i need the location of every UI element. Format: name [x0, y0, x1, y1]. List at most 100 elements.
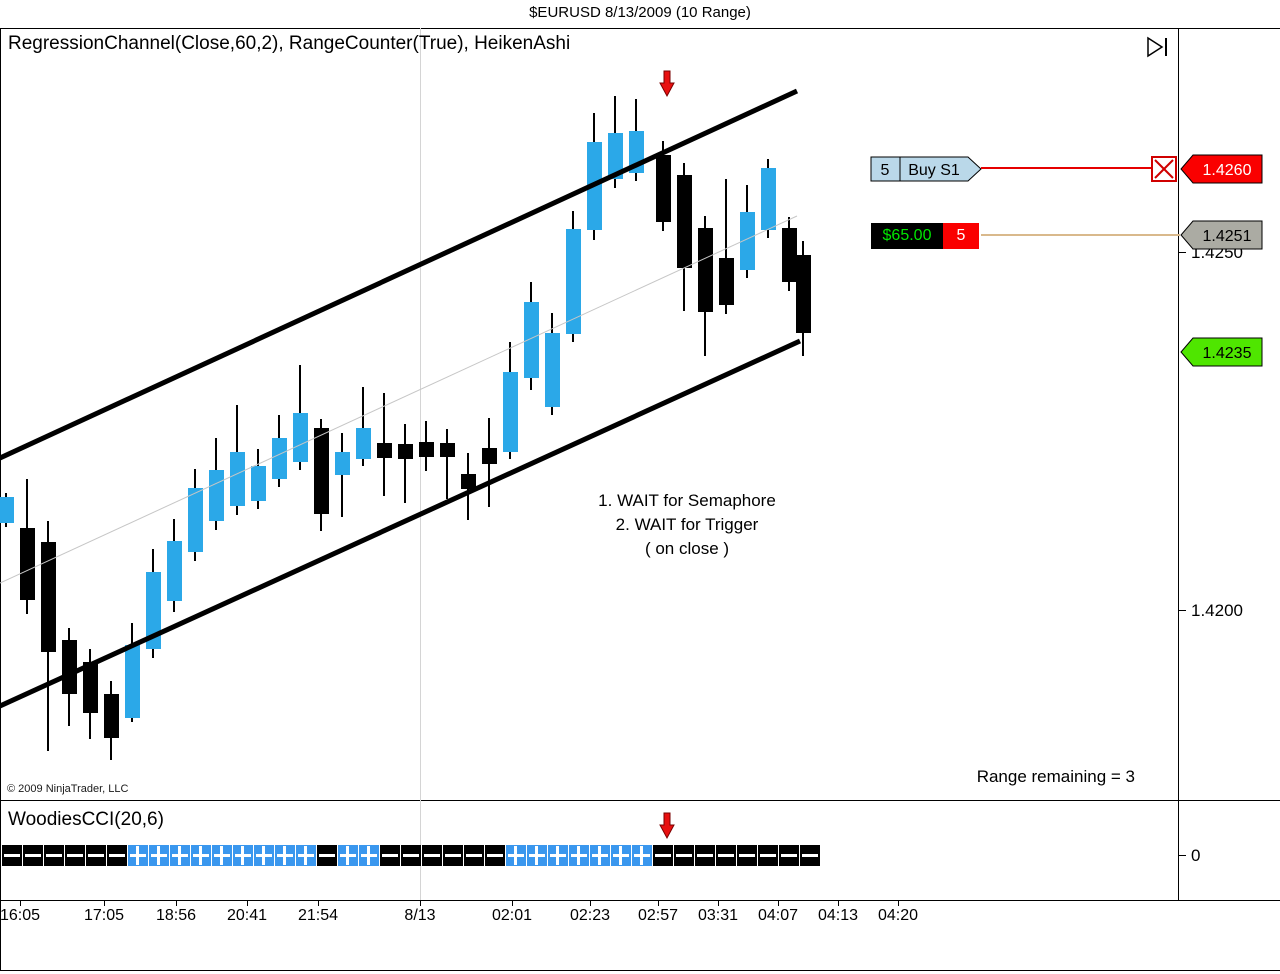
candle-body — [209, 470, 224, 521]
candle-body — [83, 662, 98, 713]
cci-square — [275, 845, 295, 866]
time-label: 02:01 — [491, 907, 533, 924]
cci-square-dash — [718, 854, 734, 857]
time-label: 04:20 — [877, 907, 919, 924]
time-axis-tick — [104, 900, 105, 906]
cci-square — [401, 845, 421, 866]
candle-body — [167, 541, 182, 601]
down-arrow-marker — [659, 70, 675, 98]
cci-square — [233, 845, 253, 866]
price-label: 1.4200 — [1191, 601, 1243, 620]
time-axis-tick — [778, 900, 779, 906]
candle-body — [440, 443, 455, 457]
time-label: 03:31 — [697, 907, 739, 924]
candle-body — [0, 497, 14, 523]
cci-square-dash — [25, 854, 41, 857]
candle-wick — [341, 433, 343, 517]
cci-square-dash — [739, 854, 755, 857]
position-price: 1.4251 — [1203, 228, 1252, 245]
cci-square-dash — [697, 854, 713, 857]
cci-square-dash — [67, 854, 83, 857]
cci-square-cross — [619, 846, 622, 865]
candle-body — [482, 448, 497, 464]
cci-indicator-label: WoodiesCCI(20,6) — [8, 809, 164, 830]
cci-square-dash — [424, 854, 440, 857]
cci-square — [359, 845, 379, 866]
cci-square — [527, 845, 547, 866]
buy-order-price-tag: 1.4260 — [1180, 154, 1263, 184]
candle-body — [587, 142, 602, 230]
cci-square-cross — [556, 846, 559, 865]
cci-square-dash — [445, 854, 461, 857]
cci-square — [485, 845, 505, 866]
time-label: 18:56 — [155, 907, 197, 924]
time-axis-tick — [247, 900, 248, 906]
cci-square — [2, 845, 22, 866]
candle-body — [335, 452, 350, 475]
time-label: 20:41 — [226, 907, 268, 924]
cci-square — [632, 845, 652, 866]
candle-body — [125, 645, 140, 718]
cci-square — [44, 845, 64, 866]
cci-square — [695, 845, 715, 866]
panel-separator — [0, 800, 1280, 801]
candle-body — [656, 155, 671, 222]
cci-square — [254, 845, 274, 866]
buy-order-tag[interactable]: 5 Buy S1 — [870, 156, 984, 182]
position-quantity: 5 — [943, 223, 979, 249]
cci-square — [107, 845, 127, 866]
buy-order-price: 1.4260 — [1203, 162, 1252, 179]
cci-zero-label: 0 — [1191, 846, 1201, 865]
time-label: 8/13 — [404, 907, 436, 924]
cci-square — [653, 845, 673, 866]
candle-body — [503, 372, 518, 452]
time-axis-tick — [318, 900, 319, 906]
candle-body — [677, 175, 692, 268]
candle-body — [698, 228, 713, 312]
cancel-order-button[interactable] — [1150, 155, 1178, 183]
candle-body — [230, 452, 245, 506]
trade-note-line2: 2. WAIT for Trigger — [615, 515, 759, 534]
cci-square-cross — [346, 846, 349, 865]
cci-square — [548, 845, 568, 866]
cci-square-cross — [577, 846, 580, 865]
time-axis-divider — [0, 900, 1280, 901]
chart-title: $EURUSD 8/13/2009 (10 Range) — [529, 4, 751, 21]
cci-square — [380, 845, 400, 866]
time-label: 02:57 — [637, 907, 679, 924]
candle-body — [251, 466, 266, 501]
candle-body — [62, 640, 77, 694]
position-tag[interactable]: $65.00 5 — [871, 223, 979, 249]
candle-body — [782, 228, 797, 282]
cci-square — [737, 845, 757, 866]
cci-square-cross — [262, 846, 265, 865]
cci-square-dash — [109, 854, 125, 857]
cci-square — [758, 845, 778, 866]
range-remaining-text: Range remaining = 3 — [976, 767, 1135, 786]
cci-square — [779, 845, 799, 866]
cci-square — [569, 845, 589, 866]
candle-wick — [404, 424, 406, 503]
time-label: 04:13 — [817, 907, 859, 924]
cci-square-dash — [319, 854, 335, 857]
cci-square — [23, 845, 43, 866]
buy-order-label: Buy S1 — [908, 162, 960, 179]
candle-body — [796, 255, 811, 333]
buy-order-line — [981, 167, 1151, 169]
cci-square-cross — [535, 846, 538, 865]
candle-body — [740, 212, 755, 270]
cci-square — [86, 845, 106, 866]
cci-square-cross — [367, 846, 370, 865]
time-axis-tick — [512, 900, 513, 906]
cci-square — [506, 845, 526, 866]
candle-body — [761, 168, 776, 230]
candle-body — [41, 542, 56, 652]
time-axis-tick — [20, 900, 21, 906]
trade-note-line1: 1. WAIT for Semaphore — [598, 491, 776, 510]
go-to-end-icon[interactable] — [1146, 36, 1176, 58]
cci-square — [674, 845, 694, 866]
candle-body — [608, 133, 623, 179]
cci-square-cross — [136, 846, 139, 865]
cci-square — [800, 845, 820, 866]
